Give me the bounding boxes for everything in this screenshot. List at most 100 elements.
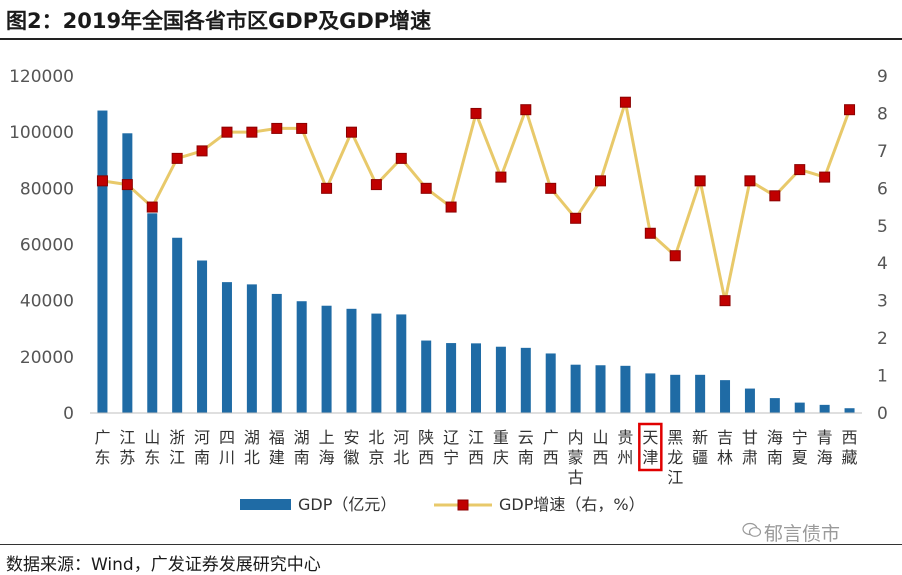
gdp-bar <box>371 313 382 413</box>
x-tick-label-char: 湖 <box>244 428 260 447</box>
gdp-bar <box>97 110 108 413</box>
x-tick-label-char: 福 <box>269 428 285 447</box>
x-tick-label-char: 内 <box>568 428 584 447</box>
x-tick-label-char: 河 <box>194 428 210 447</box>
x-tick-label-char: 疆 <box>692 448 708 467</box>
growth-point <box>744 175 756 187</box>
y-left-tick-label: 60000 <box>20 236 74 256</box>
gdp-bars <box>97 110 855 414</box>
x-tick-label-char: 宁 <box>443 448 459 467</box>
x-tick-label-char: 古 <box>568 468 584 487</box>
x-tick-label-char: 苏 <box>119 448 135 467</box>
gdp-bar <box>172 237 183 413</box>
y-right-tick-label: 8 <box>877 104 888 124</box>
x-tick-label-char: 天 <box>642 428 658 447</box>
y-left-tick-label: 40000 <box>20 292 74 312</box>
x-tick-label-char: 海 <box>817 448 833 467</box>
growth-point <box>719 295 731 307</box>
x-tick-label-char: 海 <box>767 428 783 447</box>
growth-point <box>221 126 233 138</box>
x-tick-label-char: 青 <box>817 428 833 447</box>
x-tick-label-char: 海 <box>319 448 335 467</box>
x-tick-label-char: 云 <box>518 428 534 447</box>
gdp-bar <box>197 260 208 413</box>
x-tick-label-char: 湖 <box>294 428 310 447</box>
gdp-bar <box>720 380 731 413</box>
x-tick-label-char: 辽 <box>443 428 459 447</box>
x-tick-label-char: 贵 <box>617 428 633 447</box>
y-right-tick-label: 9 <box>877 67 888 87</box>
gdp-bar <box>769 398 780 413</box>
growth-point <box>545 182 557 194</box>
x-tick-label-char: 西 <box>543 448 559 467</box>
x-tick-label-char: 江 <box>667 468 683 487</box>
growth-point <box>370 179 382 191</box>
growth-line-series <box>96 96 856 307</box>
x-axis-labels: 广东江苏山东浙江河南四川湖北福建湖南上海安徽北京河北陕西辽宁江西重庆云南广西内蒙… <box>94 422 858 487</box>
growth-point <box>644 227 656 239</box>
x-tick-label-char: 吉 <box>717 428 733 447</box>
growth-point <box>96 175 108 187</box>
growth-point <box>595 175 607 187</box>
growth-point <box>570 212 582 224</box>
x-tick-label-char: 徽 <box>343 448 359 467</box>
x-tick-label-char: 广 <box>94 428 110 447</box>
gdp-bar <box>421 340 432 413</box>
gdp-bar <box>620 365 631 413</box>
x-tick-label-char: 北 <box>393 448 409 467</box>
y-right-tick-label: 1 <box>877 367 888 387</box>
growth-point <box>146 201 158 213</box>
gdp-bar <box>570 364 581 413</box>
x-tick-label-char: 上 <box>319 428 335 447</box>
x-tick-label-char: 南 <box>767 448 783 467</box>
growth-point <box>470 107 482 119</box>
y-left-tick-label: 0 <box>63 404 74 424</box>
y-axis-left: 0 20000 40000 60000 80000 100000 120000 <box>9 67 74 424</box>
gdp-bar <box>296 301 307 413</box>
x-tick-label-char: 川 <box>219 448 235 467</box>
x-tick-label-char: 州 <box>617 448 633 467</box>
growth-point <box>171 152 183 164</box>
x-tick-label-char: 西 <box>418 448 434 467</box>
growth-point <box>495 171 507 183</box>
y-right-tick-label: 3 <box>877 292 888 312</box>
gdp-bar <box>321 305 332 413</box>
x-tick-label-char: 夏 <box>792 448 808 467</box>
x-tick-label-char: 宁 <box>792 428 808 447</box>
gdp-bar <box>147 213 158 413</box>
watermark: 郁言债市 <box>764 523 841 545</box>
growth-point <box>345 126 357 138</box>
y-right-tick-label: 0 <box>877 404 888 424</box>
legend-gdp-label: GDP（亿元） <box>298 495 396 514</box>
chart-title: 图2：2019年全国各省市区GDP及GDP增速 <box>6 9 432 33</box>
x-tick-label-char: 甘 <box>742 428 758 447</box>
gdp-bar <box>471 343 481 413</box>
gdp-bar <box>396 314 407 413</box>
y-left-tick-label: 120000 <box>9 67 74 87</box>
x-tick-label-char: 北 <box>368 428 384 447</box>
y-left-tick-label: 100000 <box>9 123 74 143</box>
legend-growth-label: GDP增速（右，%） <box>499 495 645 514</box>
y-right-tick-label: 2 <box>877 329 888 349</box>
x-tick-label-char: 东 <box>94 448 110 467</box>
growth-point <box>121 179 133 191</box>
y-right-tick-label: 5 <box>877 217 888 237</box>
x-tick-label-char: 蒙 <box>568 448 584 467</box>
gdp-bar <box>670 374 681 413</box>
growth-point <box>420 182 432 194</box>
gdp-bar <box>346 308 357 413</box>
footer-divider <box>0 544 902 545</box>
growth-point <box>271 122 283 134</box>
gdp-bar <box>520 347 531 413</box>
y-left-tick-label: 20000 <box>20 348 74 368</box>
x-tick-label-char: 浙 <box>169 428 185 447</box>
x-tick-label-char: 新 <box>692 428 708 447</box>
wechat-icon <box>742 522 762 537</box>
growth-point <box>669 250 681 262</box>
gdp-bar <box>645 373 656 413</box>
growth-line <box>102 100 851 303</box>
x-tick-label-char: 东 <box>144 448 160 467</box>
gdp-bar <box>122 133 133 414</box>
growth-point <box>246 126 258 138</box>
growth-point <box>794 164 806 176</box>
